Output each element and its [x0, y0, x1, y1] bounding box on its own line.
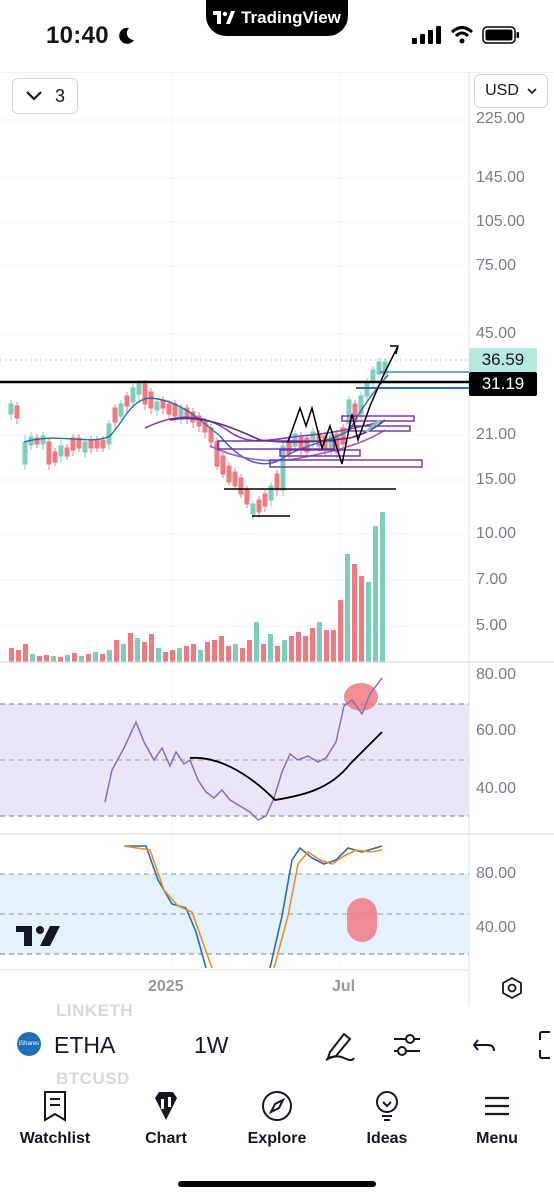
home-indicator — [178, 1181, 376, 1187]
chart-svg[interactable] — [0, 72, 554, 1012]
ghost-row: BTCUSD — [56, 1069, 130, 1088]
price-label: 75.00 — [476, 257, 517, 274]
price-label: 225.00 — [476, 110, 525, 127]
dynamic-island: TradingView — [206, 0, 348, 36]
rsi-label: 40.00 — [476, 780, 517, 797]
volume-bars — [9, 512, 385, 662]
price-label: 7.00 — [476, 571, 508, 588]
period-button[interactable]: 3 — [12, 78, 78, 114]
tab-explore[interactable]: Explore — [227, 1090, 327, 1148]
symbol-ticker[interactable]: ETHA — [54, 1032, 116, 1058]
tradingview-watermark-icon — [16, 926, 60, 946]
symbol-logo-text: iShares — [18, 1041, 40, 1047]
rsi-label: 60.00 — [476, 722, 517, 739]
tab-menu[interactable]: Menu — [447, 1090, 547, 1148]
tab-label: Watchlist — [19, 1130, 91, 1147]
stoch-pane — [0, 845, 469, 969]
status-bar: 10:40 TradingView — [0, 0, 554, 72]
tab-chart[interactable]: Chart — [116, 1090, 216, 1148]
status-icons — [412, 26, 520, 44]
lightbulb-icon — [376, 1091, 398, 1121]
fullscreen-icon[interactable] — [536, 1028, 554, 1062]
tab-label: Ideas — [366, 1130, 408, 1147]
time-label: Jul — [332, 978, 356, 995]
settings-icon[interactable] — [500, 976, 524, 1000]
signal-icon — [412, 26, 441, 44]
chevron-down-icon — [527, 88, 537, 95]
pen-icon[interactable] — [322, 1028, 356, 1062]
status-time: 10:40 — [46, 22, 109, 49]
currency-select[interactable]: USD — [474, 74, 548, 108]
tab-ideas[interactable]: Ideas — [337, 1090, 437, 1148]
wifi-icon — [450, 26, 474, 44]
tab-label: Chart — [145, 1130, 187, 1147]
menu-icon — [485, 1096, 509, 1116]
price-label: 10.00 — [476, 525, 517, 542]
rsi-pane — [0, 677, 469, 821]
time-label: 2025 — [148, 978, 184, 995]
moon-icon — [119, 27, 134, 44]
rsi-label: 80.00 — [476, 666, 517, 683]
indicator-settings-icon[interactable] — [390, 1028, 424, 1062]
ghost-row: LINKETH — [56, 1001, 134, 1020]
symbol-logo: iShares — [17, 1032, 41, 1056]
battery-icon — [482, 26, 519, 44]
interval-button[interactable]: 1W — [194, 1032, 229, 1058]
period-value: 3 — [54, 85, 65, 106]
drawings — [0, 345, 469, 517]
chevron-down-icon — [26, 91, 42, 101]
price-label: 145.00 — [476, 169, 525, 186]
line-price-badge[interactable]: 31.19 — [469, 372, 537, 396]
currency-label: USD — [485, 82, 519, 99]
undo-icon[interactable] — [470, 1028, 500, 1062]
price-label: 45.00 — [476, 325, 517, 342]
price-label: 15.00 — [476, 471, 517, 488]
last-price-badge: 36.59 — [469, 348, 537, 372]
price-label: 105.00 — [476, 213, 525, 230]
tab-label: Menu — [476, 1130, 518, 1147]
stoch-label: 80.00 — [476, 865, 517, 882]
tradingview-logo-icon — [213, 11, 236, 24]
tab-label: Explore — [247, 1130, 307, 1147]
watchlist-icon — [44, 1091, 66, 1122]
price-label: 21.00 — [476, 426, 517, 443]
compass-icon — [262, 1091, 292, 1121]
chart-area[interactable]: 225.00 145.00 105.00 75.00 45.00 21.00 1… — [0, 72, 554, 1012]
chart-icon — [155, 1092, 177, 1120]
price-label: 5.00 — [476, 617, 508, 634]
stoch-label: 40.00 — [476, 919, 517, 936]
tab-watchlist[interactable]: Watchlist — [5, 1090, 105, 1148]
island-label: TradingView — [241, 8, 341, 27]
